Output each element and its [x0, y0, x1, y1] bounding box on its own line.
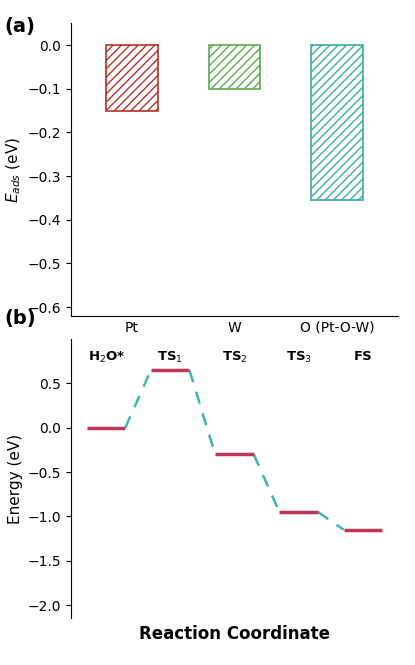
Bar — [209, 45, 260, 89]
Text: TS$_1$: TS$_1$ — [157, 350, 183, 366]
Y-axis label: Energy (eV): Energy (eV) — [8, 434, 23, 524]
Bar — [311, 45, 363, 200]
Text: H$_2$O*: H$_2$O* — [88, 350, 125, 366]
Text: TS$_3$: TS$_3$ — [286, 350, 312, 366]
Text: FS: FS — [354, 350, 372, 363]
X-axis label: Different active sites: Different active sites — [136, 342, 333, 360]
X-axis label: Reaction Coordinate: Reaction Coordinate — [139, 625, 330, 644]
Text: (b): (b) — [4, 309, 36, 329]
Text: TS$_2$: TS$_2$ — [222, 350, 247, 366]
Y-axis label: $E_{ads}$ (eV): $E_{ads}$ (eV) — [5, 136, 23, 203]
Bar — [106, 45, 158, 110]
Text: (a): (a) — [4, 17, 35, 36]
